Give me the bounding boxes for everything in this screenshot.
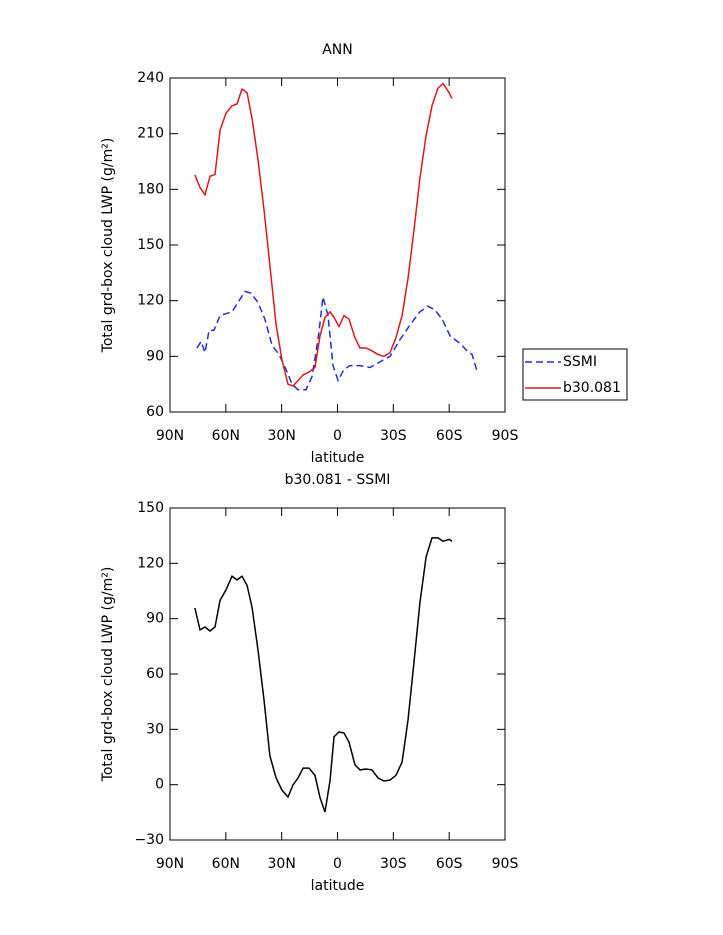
y-tick-label: 120 [137,555,164,571]
x-tick-label: 60S [436,856,463,872]
y-axis-label: Total grd-box cloud LWP (g/m²) [100,138,116,354]
y-tick-label: 180 [137,181,164,197]
series-line [194,82,453,387]
x-tick-label: 0 [333,428,342,444]
x-tick-label: 0 [333,856,342,872]
chart-title: b30.081 - SSMI [285,472,391,488]
y-tick-label: 240 [137,70,164,86]
legend-box [522,348,628,401]
y-tick-label: 150 [137,237,164,253]
x-axis-label: latitude [311,450,365,466]
series-line [194,537,453,813]
x-tick-label: 60N [212,428,240,444]
x-tick-label: 30N [268,428,296,444]
y-tick-label: 150 [137,500,164,516]
y-tick-label: 90 [146,611,164,627]
y-tick-label: 60 [146,404,164,420]
y-axis-label: Total grd-box cloud LWP (g/m²) [100,567,116,783]
plot-frame [169,507,506,841]
x-tick-label: 90S [492,428,519,444]
y-tick-label: 90 [146,348,164,364]
x-tick-label: 90S [492,856,519,872]
y-tick-label: 60 [146,666,164,682]
x-tick-label: 60S [436,428,463,444]
y-tick-label: 0 [155,777,164,793]
chart-title: ANN [322,42,353,58]
legend-label: SSMI [563,354,597,370]
series-line [196,290,478,391]
legend-label: b30.081 [563,380,621,396]
y-tick-label: −30 [134,832,164,848]
x-tick-label: 90N [156,428,184,444]
x-tick-label: 30S [380,428,407,444]
x-tick-label: 90N [156,856,184,872]
x-tick-label: 30S [380,856,407,872]
x-tick-label: 60N [212,856,240,872]
x-axis-label: latitude [311,878,365,894]
y-tick-label: 120 [137,293,164,309]
y-tick-label: 30 [146,721,164,737]
y-tick-label: 210 [137,126,164,142]
x-tick-label: 30N [268,856,296,872]
